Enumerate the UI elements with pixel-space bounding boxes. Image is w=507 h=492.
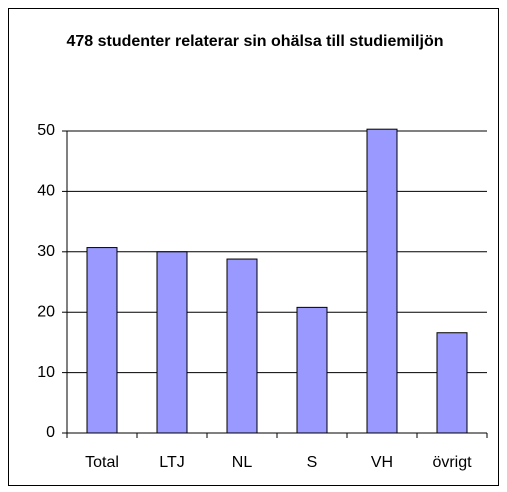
x-tick-label: LTJ bbox=[159, 454, 184, 471]
bar bbox=[296, 306, 328, 434]
y-tick-label: 40 bbox=[37, 183, 55, 200]
x-tick-label: övrigt bbox=[432, 454, 472, 471]
y-tick-label: 30 bbox=[37, 243, 55, 260]
y-tick-label: 50 bbox=[37, 122, 55, 139]
bar bbox=[366, 128, 398, 434]
y-tick-label: 20 bbox=[37, 303, 55, 320]
x-tick-label: VH bbox=[371, 454, 393, 471]
bar bbox=[226, 258, 258, 434]
bar bbox=[86, 247, 118, 434]
y-tick-label: 0 bbox=[46, 424, 55, 441]
bar bbox=[436, 332, 468, 434]
x-tick-label: Total bbox=[85, 454, 119, 471]
y-tick-label: 10 bbox=[37, 364, 55, 381]
x-tick-label: NL bbox=[232, 454, 253, 471]
chart-title: 478 studenter relaterar sin ohälsa till … bbox=[66, 33, 444, 50]
bar bbox=[156, 251, 188, 434]
x-tick-label: S bbox=[307, 454, 318, 471]
